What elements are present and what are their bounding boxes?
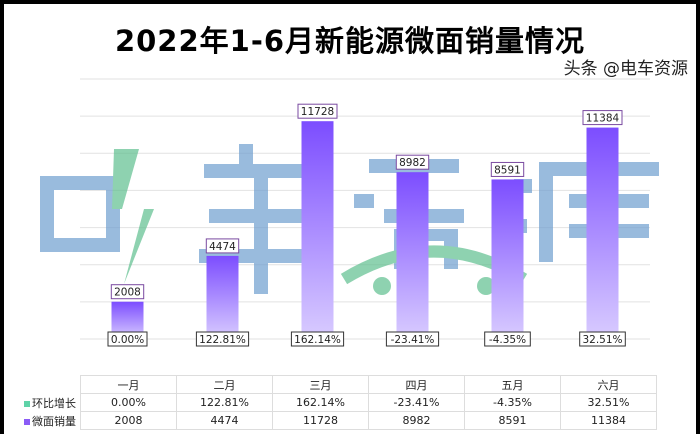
growth-label: -4.35% xyxy=(489,334,526,346)
watermark-logo xyxy=(40,144,659,295)
bar-value-label-box xyxy=(490,161,525,177)
table-cell: 11384 xyxy=(560,411,657,430)
growth-label-box xyxy=(290,331,345,347)
growth-label: 122.81% xyxy=(199,334,246,346)
growth-label-box xyxy=(484,331,531,347)
data-table: 一月 二月 三月 四月 五月 六月 环比增长 0.00% 122.81% 162… xyxy=(24,375,657,430)
watermark-shape xyxy=(477,277,495,295)
table-cell: 8982 xyxy=(368,411,465,430)
table-header: 三月 xyxy=(272,375,369,394)
bar-value-label-box xyxy=(395,154,430,170)
bar xyxy=(491,179,524,339)
watermark-shape xyxy=(254,174,268,294)
chart-title: 2022年1-6月新能源微面销量情况 xyxy=(114,24,586,58)
watermark-shape xyxy=(40,238,120,252)
watermark-shape xyxy=(373,277,391,295)
legend-swatch xyxy=(24,400,30,407)
table-row-sales: 微面销量 2008 4474 11728 8982 8591 11384 xyxy=(24,411,657,430)
bar-value-label: 8591 xyxy=(494,164,521,176)
bar-value-label: 8982 xyxy=(399,157,426,169)
bar-value-label: 4474 xyxy=(209,241,236,253)
bar-chart: 2008 0.00% 4474 122.81% 11728 162.14% 8982 -23.… xyxy=(40,78,659,347)
bar-value-label: 11384 xyxy=(586,113,620,125)
table-cell: 122.81% xyxy=(176,393,273,412)
table-cell: -23.41% xyxy=(368,393,465,412)
bar xyxy=(396,172,429,339)
table-cell: 2008 xyxy=(80,411,177,430)
growth-label: 32.51% xyxy=(582,334,622,346)
watermark-shape xyxy=(354,194,374,208)
bar-value-label-box xyxy=(205,238,240,254)
table-cell: 11728 xyxy=(272,411,369,430)
growth-label-box xyxy=(385,331,440,347)
table-cell: 4474 xyxy=(176,411,273,430)
growth-label-box xyxy=(579,331,626,347)
legend-label: 环比增长 xyxy=(32,396,76,410)
table-header: 四月 xyxy=(368,375,465,394)
bar-value-label-box xyxy=(297,103,338,119)
table-header: 六月 xyxy=(560,375,657,394)
growth-label: 162.14% xyxy=(294,334,341,346)
bar xyxy=(301,121,334,340)
watermark-shape xyxy=(40,176,120,190)
table-cell: 162.14% xyxy=(272,393,369,412)
watermark-shape xyxy=(112,149,154,284)
legend-label: 微面销量 xyxy=(32,414,76,428)
bar-value-label: 2008 xyxy=(114,287,141,299)
bar xyxy=(586,127,619,339)
table-cell: 8591 xyxy=(464,411,561,430)
table-header: 一月 xyxy=(80,375,177,394)
table-header: 五月 xyxy=(464,375,561,394)
table-cell: -4.35% xyxy=(464,393,561,412)
bar xyxy=(206,255,239,339)
bar-value-label: 11728 xyxy=(301,106,334,118)
growth-label: 0.00% xyxy=(111,334,144,346)
watermark-shape xyxy=(239,144,253,174)
bar-value-label-box xyxy=(582,110,623,126)
table-row-growth: 环比增长 0.00% 122.81% 162.14% -23.41% -4.35… xyxy=(24,393,657,412)
table-header: 二月 xyxy=(176,375,273,394)
table-header-row: 一月 二月 三月 四月 五月 六月 xyxy=(24,375,657,394)
bar-value-label-box xyxy=(110,284,145,300)
table-cell: 32.51% xyxy=(560,393,657,412)
growth-label-box xyxy=(195,331,250,347)
chart-frame: 2022年1-6月新能源微面销量情况 2008 0.00% 4474 122.81% 1… xyxy=(4,4,696,434)
watermark-shape xyxy=(40,176,54,252)
growth-label-box xyxy=(107,331,148,347)
table-cell: 0.00% xyxy=(80,393,177,412)
watermark-shape xyxy=(204,164,314,178)
growth-label: -23.41% xyxy=(391,334,435,346)
watermark-shape xyxy=(539,162,553,262)
legend-swatch xyxy=(24,418,30,425)
